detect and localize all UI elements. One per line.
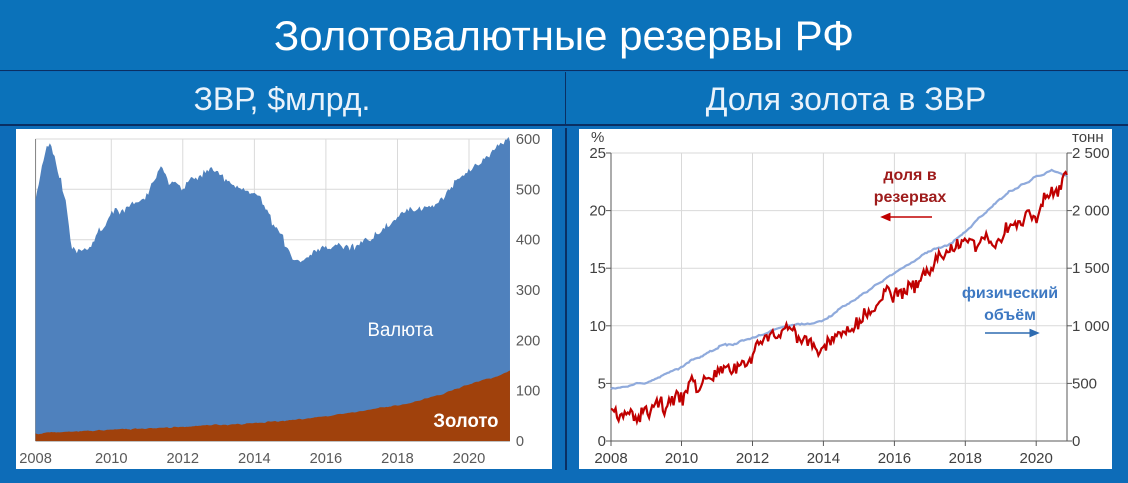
svg-text:0: 0 [516, 434, 524, 450]
svg-text:2014: 2014 [238, 451, 271, 467]
svg-text:2020: 2020 [1020, 450, 1053, 467]
svg-text:15: 15 [589, 260, 606, 277]
svg-text:объём: объём [984, 307, 1036, 324]
svg-text:200: 200 [516, 333, 540, 349]
svg-text:500: 500 [1072, 375, 1097, 392]
svg-text:1 500: 1 500 [1072, 260, 1110, 277]
svg-text:2016: 2016 [310, 451, 343, 467]
svg-text:тонн: тонн [1072, 129, 1104, 146]
svg-text:100: 100 [516, 384, 540, 400]
svg-text:доля в: доля в [883, 167, 936, 184]
svg-text:0: 0 [598, 433, 606, 450]
svg-text:2018: 2018 [381, 451, 414, 467]
svg-text:резервах: резервах [874, 189, 947, 206]
svg-text:2012: 2012 [736, 450, 769, 467]
svg-text:2012: 2012 [166, 451, 199, 467]
svg-text:2010: 2010 [665, 450, 698, 467]
svg-text:2018: 2018 [949, 450, 982, 467]
svg-text:1 000: 1 000 [1072, 318, 1110, 335]
svg-text:10: 10 [589, 318, 606, 335]
svg-text:физический: физический [962, 285, 1058, 302]
svg-text:%: % [591, 129, 604, 146]
svg-text:0: 0 [1072, 433, 1080, 450]
svg-text:300: 300 [516, 283, 540, 299]
svg-text:2008: 2008 [19, 451, 52, 467]
svg-text:25: 25 [589, 145, 606, 162]
svg-text:2 500: 2 500 [1072, 145, 1110, 162]
svg-text:5: 5 [598, 375, 606, 392]
svg-text:2020: 2020 [453, 451, 486, 467]
svg-text:600: 600 [516, 132, 540, 148]
svg-text:2008: 2008 [594, 450, 627, 467]
svg-text:Золото: Золото [433, 410, 498, 431]
svg-text:20: 20 [589, 203, 606, 220]
svg-text:400: 400 [516, 233, 540, 249]
svg-text:2016: 2016 [878, 450, 911, 467]
svg-text:500: 500 [516, 182, 540, 198]
svg-text:2 000: 2 000 [1072, 203, 1110, 220]
svg-text:2010: 2010 [95, 451, 128, 467]
svg-text:2014: 2014 [807, 450, 840, 467]
svg-text:Валюта: Валюта [368, 319, 434, 340]
